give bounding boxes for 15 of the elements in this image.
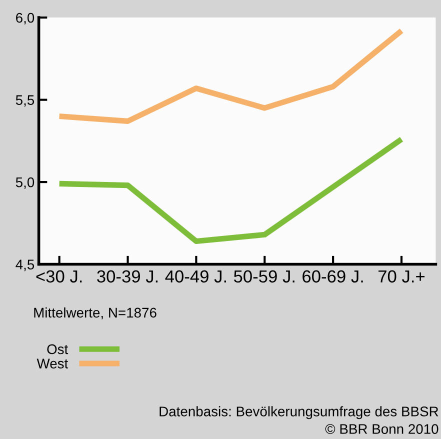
legend-label: West [36, 358, 68, 368]
x-tick-label: 40-49 J. [165, 270, 226, 283]
x-tick-label: 50-59 J. [234, 270, 294, 283]
x-tick-label: 70 J.+ [378, 270, 425, 283]
x-tick-label: 60-69 J. [302, 270, 363, 283]
legend-label: Ost [47, 344, 68, 354]
y-tick-label: 5,5 [16, 95, 34, 107]
x-tick-label: 30-39 J. [97, 270, 158, 283]
y-tick-label: 6,0 [16, 12, 34, 24]
x-tick-label: <30 J. [36, 270, 82, 283]
text: Mittelwerte, N=1876 [34, 307, 156, 320]
y-tick-label: 4,5 [16, 260, 34, 272]
y-tick-label: 5,0 [16, 177, 34, 189]
text: Datenbasis: Bevölkerungsumfrage des BBSR [160, 406, 438, 420]
text: © BBR Bonn 2010 [325, 424, 438, 434]
